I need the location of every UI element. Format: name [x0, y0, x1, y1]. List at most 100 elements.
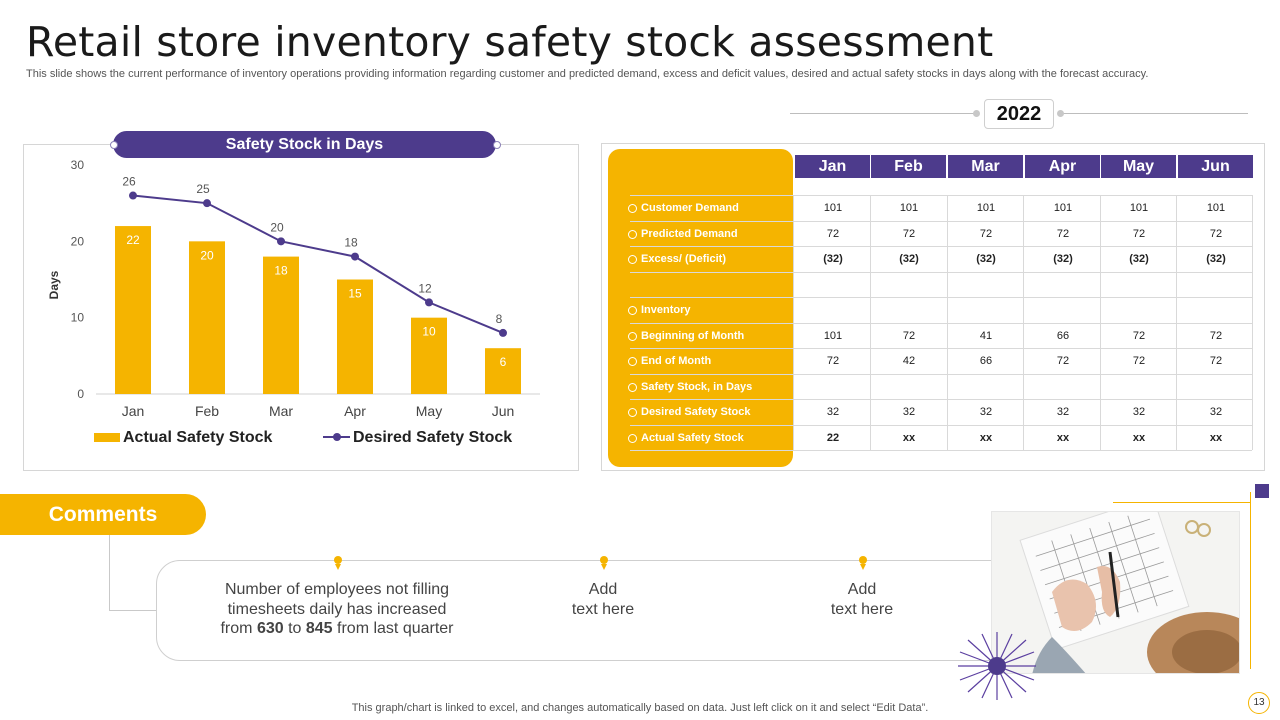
- bar: [337, 279, 373, 394]
- year-dot-right: [1057, 110, 1064, 117]
- comment-value-from: 630: [256, 620, 284, 637]
- table-cell: 101: [1053, 202, 1073, 214]
- bar: [485, 348, 521, 394]
- line-data-label: 8: [496, 312, 503, 326]
- y-tick-label: 30: [71, 158, 85, 172]
- year-line-right: [1062, 113, 1248, 114]
- line-point: [129, 191, 137, 200]
- x-tick-label: Mar: [269, 403, 293, 419]
- table-cell: 72: [1056, 228, 1070, 240]
- table-cell: 32: [826, 406, 840, 418]
- grid-line: [630, 425, 1252, 426]
- grid-line: [630, 323, 1252, 324]
- year-badge: 2022: [984, 99, 1054, 129]
- comment-text: Add: [588, 581, 618, 598]
- grid-line: [630, 195, 1252, 196]
- table-cell: 32: [1132, 406, 1146, 418]
- month-header: Mar: [948, 155, 1023, 178]
- line-point: [203, 199, 211, 208]
- y-tick-label: 0: [77, 387, 84, 401]
- month-header: Jun: [1178, 155, 1253, 178]
- table-cell: 72: [826, 355, 840, 367]
- comment-item: Number of employees not filling timeshee…: [212, 580, 462, 639]
- page-subtitle: This slide shows the current performance…: [26, 68, 1149, 80]
- row-bullet-icon: [628, 383, 637, 392]
- row-label: Excess/ (Deficit): [641, 253, 726, 265]
- legend-swatch-bar: [94, 433, 120, 442]
- table-cell: 32: [902, 406, 916, 418]
- grid-line: [630, 246, 1252, 247]
- table-cell: 101: [976, 202, 996, 214]
- starburst-icon: [958, 632, 1036, 700]
- table-cell: (32): [1206, 253, 1226, 265]
- row-label: Beginning of Month: [641, 330, 745, 342]
- table-cell: 32: [1056, 406, 1070, 418]
- comments-heading: Comments: [0, 494, 206, 535]
- table-cell: 101: [1129, 202, 1149, 214]
- decor-square: [1255, 484, 1269, 498]
- table-cell: xx: [902, 432, 916, 444]
- grid-line: [630, 399, 1252, 400]
- connector-line: [109, 610, 157, 611]
- row-bullet-icon: [628, 230, 637, 239]
- table-cell: 41: [979, 330, 993, 342]
- legend-label: Desired Safety Stock: [353, 429, 512, 446]
- table-cell: 101: [899, 202, 919, 214]
- footer-note: This graph/chart is linked to excel, and…: [351, 702, 929, 714]
- year-dot-left: [973, 110, 980, 117]
- x-tick-label: Jan: [122, 403, 145, 419]
- stock-photo: [991, 511, 1240, 674]
- table-cell: (32): [899, 253, 919, 265]
- bar: [411, 317, 447, 394]
- comments-box: [156, 560, 1026, 661]
- row-bullet-icon: [628, 408, 637, 417]
- grid-line: [630, 272, 1252, 273]
- row-label: Inventory: [641, 304, 691, 316]
- comment-text: text here: [830, 600, 894, 618]
- x-tick-label: Jun: [492, 403, 515, 419]
- grid-line: [793, 195, 794, 450]
- grid-line: [1176, 195, 1177, 450]
- bar: [263, 256, 299, 394]
- line-data-label: 18: [344, 236, 358, 250]
- comment-text: to: [283, 620, 306, 637]
- line-point: [351, 252, 359, 261]
- table-cell: 72: [902, 228, 916, 240]
- table-cell: 66: [1056, 330, 1070, 342]
- bar-data-label: 20: [200, 248, 214, 262]
- table-cell: 101: [823, 330, 843, 342]
- table-cell: 72: [826, 228, 840, 240]
- pin-icon: [600, 556, 608, 570]
- comment-value-to: 845: [305, 620, 333, 637]
- page-number: 13: [1248, 692, 1270, 714]
- safety-stock-chart: 0 10 20 30 Days 22 20 18 15 10 6 26 25 20 18 12 8 Jan Feb M…: [47, 158, 540, 446]
- comment-text: text here: [571, 600, 635, 618]
- month-header: Apr: [1025, 155, 1100, 178]
- comment-item: Add text here: [543, 580, 663, 619]
- table-cell: 66: [979, 355, 993, 367]
- y-tick-label: 10: [71, 311, 85, 325]
- table-cell: (32): [976, 253, 996, 265]
- row-bullet-icon: [628, 332, 637, 341]
- pin-icon: [859, 556, 867, 570]
- line-point: [425, 298, 433, 307]
- table-panel: [601, 143, 1265, 471]
- row-bullet-icon: [628, 204, 637, 213]
- y-tick-label: 20: [71, 234, 85, 248]
- table-cell: 72: [1132, 330, 1146, 342]
- table-cell: xx: [1209, 432, 1223, 444]
- row-label: Desired Safety Stock: [641, 406, 751, 418]
- table-cell: 22: [826, 432, 840, 444]
- page-title: Retail store inventory safety stock asse…: [26, 18, 994, 66]
- grid-line: [1252, 195, 1253, 450]
- bar-data-label: 10: [422, 325, 436, 339]
- bar-data-label: 6: [500, 355, 507, 369]
- x-tick-label: Apr: [344, 403, 366, 419]
- month-header: Feb: [871, 155, 946, 178]
- legend-label: Actual Safety Stock: [123, 429, 272, 446]
- table-cell: 72: [1132, 355, 1146, 367]
- line-point: [277, 237, 285, 246]
- bar-data-label: 18: [274, 264, 288, 278]
- table-cell: 72: [1209, 228, 1223, 240]
- table-cell: (32): [823, 253, 843, 265]
